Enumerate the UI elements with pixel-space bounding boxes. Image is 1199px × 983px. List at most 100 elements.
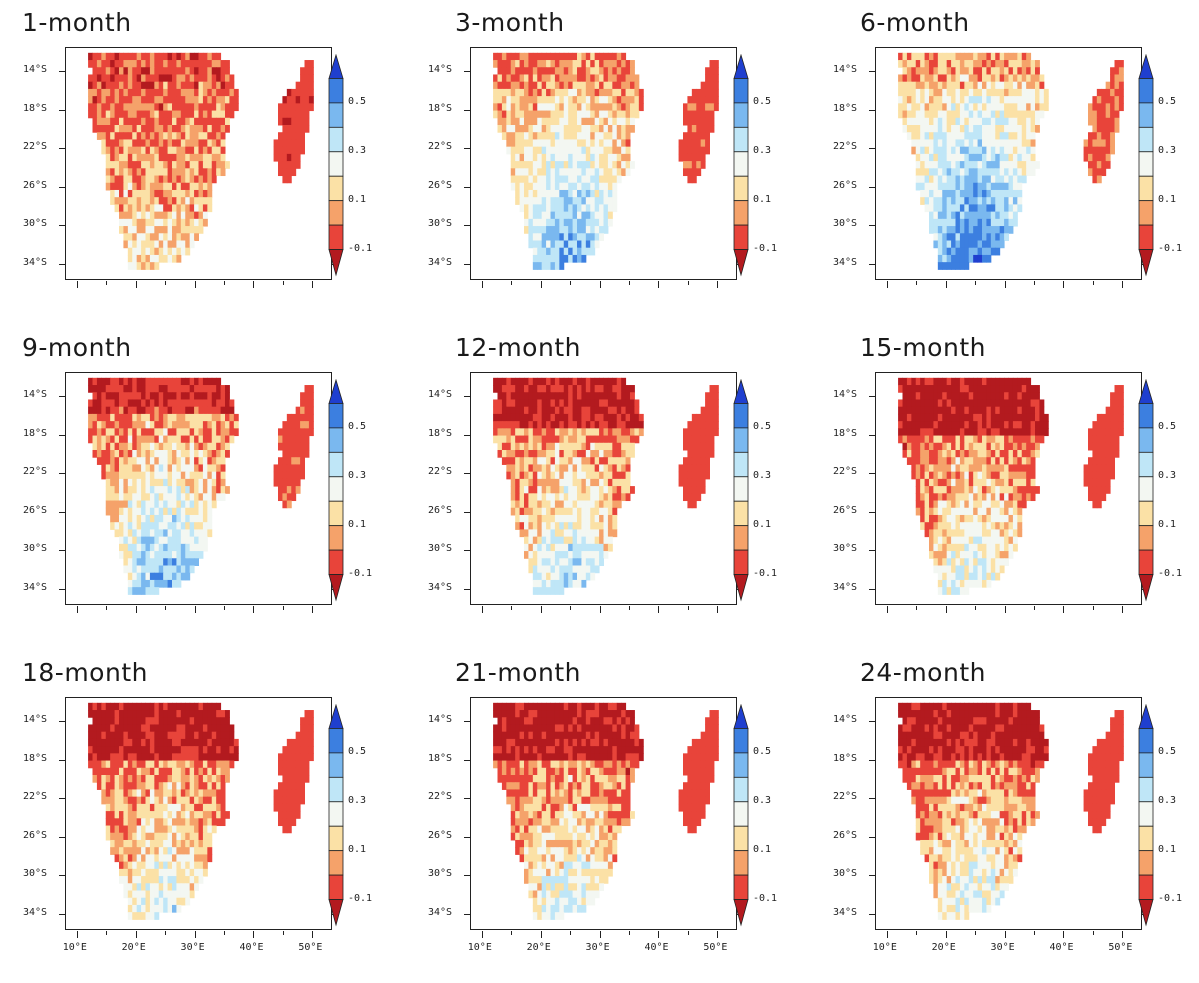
map-cell [968, 67, 974, 75]
map-cell [590, 558, 596, 566]
map-cell [220, 392, 226, 400]
map-cell [1026, 74, 1032, 83]
map-cell [1088, 117, 1093, 126]
map-cell [942, 110, 948, 119]
map-cell [132, 139, 138, 148]
map-cell [581, 125, 587, 133]
map-cell [594, 471, 600, 480]
map-cell [127, 153, 133, 162]
map-cell [185, 522, 191, 530]
map-cell [119, 442, 124, 451]
map-cell [995, 204, 1001, 213]
map-cell [594, 211, 600, 220]
map-cell [977, 464, 983, 473]
map-cell [946, 457, 952, 465]
longitude-tick [916, 281, 918, 285]
map-cell [590, 551, 596, 559]
map-cell [554, 507, 560, 516]
map-cell [163, 117, 169, 126]
map-cell [172, 507, 177, 516]
map-cell [683, 103, 688, 112]
map-cell [973, 168, 979, 177]
map-cell [119, 125, 124, 133]
map-cell [194, 558, 199, 566]
map-cell [612, 60, 618, 68]
map-cell [603, 428, 609, 437]
map-cell [902, 103, 908, 112]
map-cell [590, 218, 596, 227]
map-cell [920, 161, 926, 169]
map-cell [537, 558, 543, 566]
map-cell [211, 168, 217, 177]
map-cell [202, 125, 208, 133]
map-cell [194, 377, 199, 386]
map-cell [110, 471, 116, 480]
map-cell [563, 392, 569, 400]
map-cell [995, 377, 1001, 386]
map-cell [585, 88, 591, 97]
map-cell [123, 565, 129, 574]
map-cell [612, 471, 618, 480]
map-cell [291, 88, 297, 97]
map-cell [141, 493, 146, 502]
map-cell [202, 204, 208, 213]
map-cell [964, 442, 970, 451]
map-cell [220, 457, 226, 465]
map-cell [510, 435, 516, 444]
map-cell [964, 211, 970, 220]
map-cell [220, 110, 226, 119]
map-cell [176, 507, 182, 516]
longitude-tick [975, 281, 977, 285]
map-cell [202, 110, 208, 119]
map-cell [189, 486, 195, 494]
map-cell [528, 60, 534, 68]
map-cell [145, 103, 151, 112]
map-cell [616, 478, 622, 487]
map-cell [915, 139, 921, 148]
map-cell [1030, 81, 1036, 90]
map-cell [123, 551, 129, 559]
map-cell [999, 413, 1005, 422]
map-cell [568, 247, 574, 256]
map-cell [616, 132, 622, 140]
map-cell [581, 493, 587, 502]
map-cell [968, 247, 974, 256]
map-cell [127, 421, 133, 429]
map-cell [594, 413, 600, 422]
map-cell [127, 450, 133, 458]
map-cell [1096, 464, 1102, 473]
map-cell [149, 103, 155, 112]
map-cell [572, 67, 578, 75]
map-cell [1004, 81, 1009, 90]
map-cell [541, 204, 547, 213]
map-cell [999, 132, 1005, 140]
map-cell [911, 406, 917, 415]
map-cell [683, 442, 688, 451]
map-cell [990, 233, 996, 241]
map-cell [683, 493, 688, 502]
map-cell [537, 464, 543, 473]
map-cell [180, 52, 186, 61]
map-cell [621, 493, 627, 502]
map-cell [1096, 153, 1102, 162]
map-cell [510, 399, 516, 408]
map-cell [599, 117, 604, 126]
map-cell [127, 189, 133, 198]
map-cell [141, 413, 146, 422]
map-cell [968, 197, 974, 205]
map-cell [581, 189, 587, 198]
map-cell [189, 182, 195, 191]
map-cell [599, 218, 604, 227]
map-cell [691, 428, 697, 437]
map-cell [176, 572, 182, 581]
map-cell [568, 406, 574, 415]
longitude-tick [658, 281, 660, 288]
map-cell [1004, 233, 1009, 241]
map-cell [973, 240, 979, 249]
map-cell [185, 117, 191, 126]
map-cell [1101, 428, 1107, 437]
map-cell [964, 392, 970, 400]
map-cell [1017, 421, 1023, 429]
map-cell [942, 262, 948, 270]
map-cell [990, 146, 996, 155]
